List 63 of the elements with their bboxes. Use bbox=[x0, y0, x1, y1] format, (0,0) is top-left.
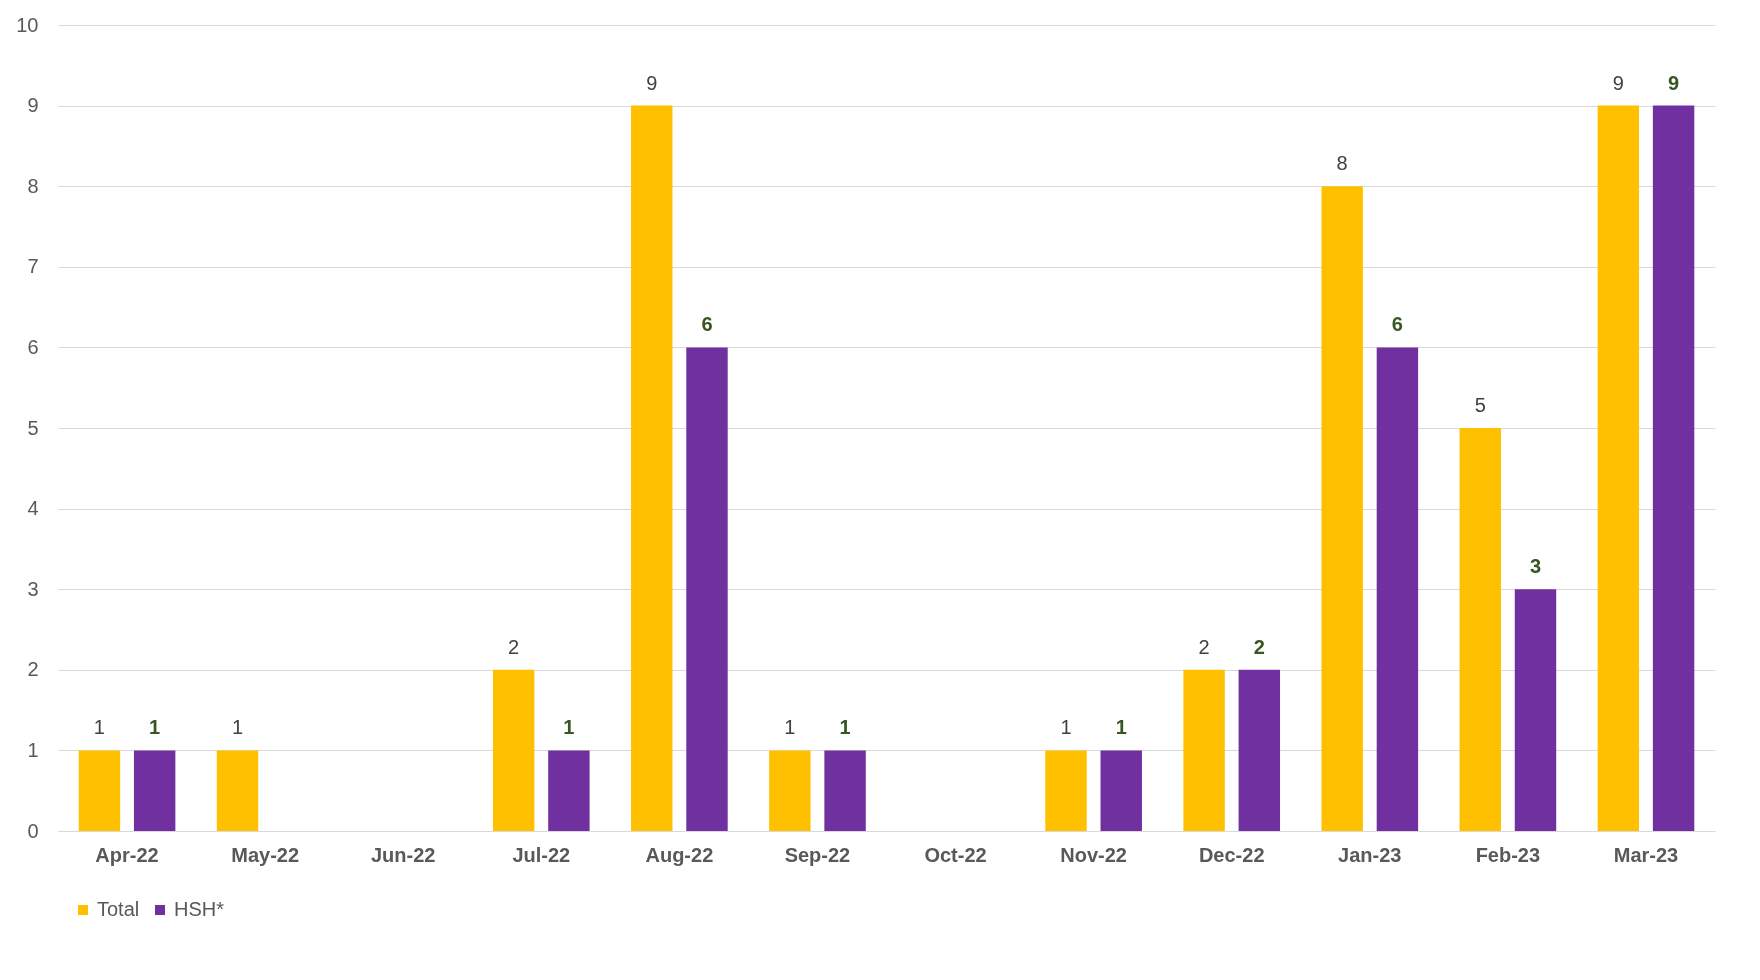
x-tick-label: Feb-23 bbox=[1475, 843, 1541, 866]
y-tick-label: 7 bbox=[27, 255, 39, 278]
data-label: 9 bbox=[646, 71, 658, 94]
data-label: 6 bbox=[701, 313, 713, 336]
legend-label: Total bbox=[97, 898, 140, 920]
bar bbox=[686, 347, 728, 831]
x-tick-label: Aug-22 bbox=[645, 843, 714, 866]
bar bbox=[1652, 105, 1695, 831]
data-label: 1 bbox=[93, 716, 105, 739]
y-tick-label: 10 bbox=[16, 13, 39, 36]
y-tick-label: 1 bbox=[27, 738, 39, 761]
legend-label: HSH* bbox=[174, 898, 225, 920]
data-label: 6 bbox=[1391, 313, 1403, 336]
data-label: 1 bbox=[1060, 716, 1072, 739]
data-label: 1 bbox=[784, 716, 796, 739]
bar bbox=[1238, 669, 1281, 831]
bar bbox=[1045, 750, 1087, 831]
data-label: 1 bbox=[563, 716, 575, 739]
data-label: 2 bbox=[1198, 635, 1210, 658]
bar bbox=[216, 750, 259, 831]
bar bbox=[1321, 186, 1363, 831]
bar bbox=[1100, 750, 1142, 831]
bar bbox=[1183, 669, 1225, 831]
x-tick-label: Apr-22 bbox=[95, 843, 159, 866]
data-label: 1 bbox=[1115, 716, 1127, 739]
y-tick-label: 6 bbox=[27, 335, 39, 358]
y-tick-label: 0 bbox=[27, 819, 39, 842]
y-tick-label: 8 bbox=[27, 174, 39, 197]
x-tick-label: Oct-22 bbox=[924, 843, 987, 866]
x-tick-label: May-22 bbox=[231, 843, 300, 866]
data-label: 3 bbox=[1529, 555, 1542, 578]
x-tick-label: Mar-23 bbox=[1613, 843, 1679, 866]
data-label: 1 bbox=[231, 716, 244, 739]
data-label: 8 bbox=[1336, 152, 1348, 175]
y-tick-label: 4 bbox=[27, 497, 39, 520]
x-tick-label: Jun-22 bbox=[370, 843, 436, 866]
bar bbox=[824, 750, 866, 831]
x-tick-label: Jul-22 bbox=[512, 843, 571, 866]
y-tick-label: 5 bbox=[27, 416, 39, 439]
x-tick-label: Sep-22 bbox=[784, 843, 851, 866]
data-label: 1 bbox=[149, 716, 161, 739]
data-label: 2 bbox=[1253, 635, 1265, 658]
bar bbox=[631, 105, 673, 831]
bar bbox=[548, 750, 590, 831]
bar bbox=[1459, 428, 1501, 831]
bar bbox=[78, 750, 121, 831]
y-tick-label: 3 bbox=[27, 577, 39, 600]
x-tick-label: Dec-22 bbox=[1198, 843, 1265, 866]
data-label: 5 bbox=[1474, 394, 1486, 416]
bar bbox=[492, 669, 535, 831]
data-label: 1 bbox=[839, 716, 851, 739]
bar bbox=[1597, 105, 1640, 831]
y-tick-label: 9 bbox=[27, 94, 39, 117]
x-tick-label: Jan-23 bbox=[1338, 843, 1402, 866]
bar bbox=[769, 750, 811, 831]
data-label: 9 bbox=[1668, 71, 1680, 94]
bar bbox=[1376, 347, 1419, 831]
x-tick-label: Nov-22 bbox=[1060, 843, 1127, 866]
bar bbox=[1514, 589, 1557, 831]
y-tick-label: 2 bbox=[27, 658, 39, 681]
bar bbox=[133, 750, 176, 831]
data-label: 9 bbox=[1612, 71, 1624, 94]
data-label: 2 bbox=[508, 635, 520, 658]
